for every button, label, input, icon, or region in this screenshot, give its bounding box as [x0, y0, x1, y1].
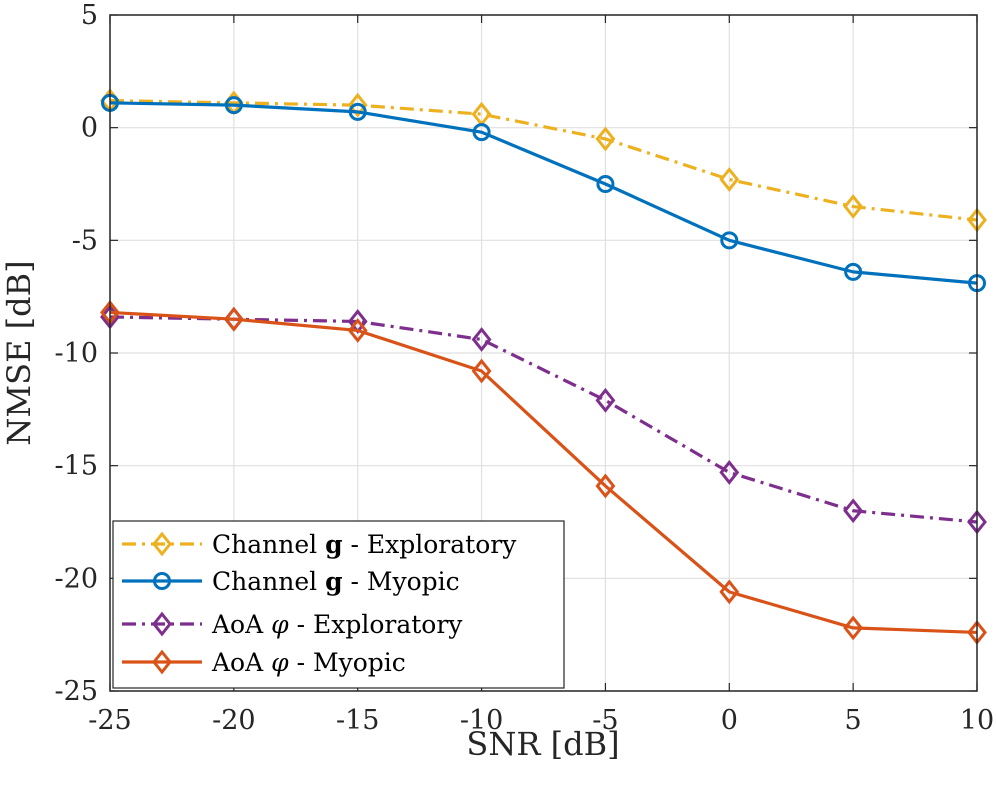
legend-label-part: φ	[271, 648, 289, 677]
legend-marker	[153, 572, 171, 590]
legend-label-part: g	[325, 530, 342, 559]
legend-label-part: AoA	[211, 648, 271, 677]
legend-marker	[152, 611, 172, 637]
legend-label-part: - Myopic	[289, 648, 406, 677]
x-tick-label: -10	[460, 705, 503, 736]
series-line	[109, 310, 978, 635]
legend-label-part: g	[325, 567, 342, 596]
legend-label-part: φ	[271, 610, 289, 639]
x-tick-label: -15	[336, 705, 379, 736]
y-tick-label: -10	[55, 338, 98, 369]
legend-label: Channel g - Myopic	[212, 567, 460, 596]
legend-label: AoA φ - Exploratory	[211, 610, 463, 639]
x-tick-label: 10	[960, 705, 994, 736]
data-point	[719, 167, 740, 192]
data-point	[347, 92, 368, 118]
data-point	[595, 387, 616, 413]
legend-entry: Channel g - Myopic	[122, 567, 460, 596]
series-line	[109, 99, 978, 222]
legend-entry: AoA φ - Myopic	[122, 648, 406, 677]
data-point	[471, 358, 492, 384]
y-tick-label: -15	[55, 451, 98, 482]
data-point	[224, 96, 243, 115]
data-point	[223, 306, 244, 332]
legend-entry: Channel g - Exploratory	[122, 530, 517, 559]
x-tick-label: 5	[845, 705, 862, 736]
legend-label-part: Channel	[212, 530, 325, 559]
y-tick-label: -25	[55, 676, 98, 707]
data-point	[843, 194, 864, 219]
data-point	[844, 262, 863, 281]
x-tick-label: 0	[721, 705, 738, 736]
y-tick-label: -20	[55, 563, 98, 594]
data-point	[719, 579, 740, 605]
x-axis-label: SNR [dB]	[466, 725, 619, 763]
series-2	[101, 93, 986, 293]
data-point	[843, 615, 864, 641]
data-point	[719, 460, 740, 485]
data-point	[348, 102, 367, 121]
data-point	[471, 327, 492, 352]
series-layer	[100, 88, 987, 645]
y-tick-label: 0	[81, 113, 98, 144]
x-tick-label: -25	[88, 705, 131, 736]
legend-label: Channel g - Exploratory	[212, 530, 517, 559]
series-4	[100, 300, 987, 645]
x-tick-label: -20	[212, 705, 255, 736]
legend-label-part: AoA	[211, 610, 271, 639]
y-axis-label: NMSE [dB]	[0, 260, 38, 445]
legend-label: AoA φ - Myopic	[211, 648, 406, 677]
legend-label-part: Channel	[212, 567, 325, 596]
legend-label-part: - Myopic	[343, 567, 460, 596]
data-point	[595, 126, 616, 152]
data-point	[720, 231, 739, 250]
legend-label-part: - Exploratory	[289, 610, 464, 639]
data-point	[596, 175, 615, 193]
y-tick-label: 5	[81, 0, 98, 31]
y-tick-label: -5	[72, 225, 98, 256]
series-line	[109, 101, 978, 285]
data-point	[843, 498, 864, 524]
data-point	[347, 318, 368, 343]
legend-box	[112, 520, 565, 689]
legend-marker	[152, 649, 172, 675]
x-tick-label: -5	[592, 705, 618, 736]
data-point	[472, 123, 491, 142]
series-line	[109, 315, 978, 524]
legend-marker	[152, 531, 172, 557]
legend-entry: AoA φ - Exploratory	[122, 610, 463, 639]
plot-frame	[109, 14, 978, 692]
legend-label-part: - Exploratory	[343, 530, 518, 559]
data-point	[595, 473, 616, 499]
